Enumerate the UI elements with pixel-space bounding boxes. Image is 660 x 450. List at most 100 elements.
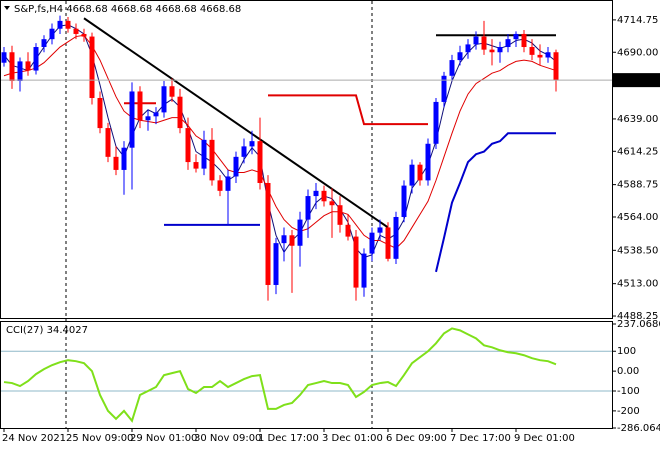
candle-body [89,36,95,99]
x-tick-label: 9 Dec 01:00 [514,433,575,444]
candle-body [177,96,183,129]
y-tick-label: -286.0641 [617,423,660,434]
candle-body [49,28,55,40]
y-tick-label: 4513.00 [617,279,658,290]
candle-body [345,224,351,237]
main-panel [0,0,613,319]
candle-body [385,227,391,259]
candle-body [425,143,431,181]
y-tick-label: 4564.00 [617,212,658,223]
candle-body [233,156,239,177]
candle-body [273,243,279,285]
indicator-line [3,24,557,259]
candle-body [9,52,15,82]
y-tick-label: -200 [617,406,640,417]
candle-body [201,139,207,169]
candle-body [409,164,415,186]
candle-body [329,201,335,206]
x-tick-label: 7 Dec 17:00 [450,433,511,444]
menu-arrow [4,6,10,10]
candle-body [281,235,287,244]
x-tick-label: 30 Nov 09:00 [194,433,261,444]
y-tick-label: 4488.25 [617,311,658,322]
candle-body [553,52,559,81]
y-tick-label: 100 [617,346,636,357]
candle-body [145,116,151,121]
x-tick-label: 6 Dec 09:00 [386,433,447,444]
candle-body [217,180,223,191]
candle-body [1,52,7,63]
indicator-line [164,132,556,273]
candle-body [121,147,127,170]
candle-body [297,219,303,246]
candle-body [289,235,295,246]
y-tick-label: 4588.75 [617,180,658,191]
candle-body [153,112,159,117]
candle-body [353,236,359,288]
cci-line [3,327,557,423]
cci-panel [0,321,613,429]
candle-body [377,227,383,233]
cci-title: CCI(27) 34.4027 [6,325,88,336]
candle-body [369,232,375,254]
candle-body [249,141,255,147]
candle-body [417,164,423,181]
candle-body [57,20,63,29]
candle-body [441,75,447,102]
candle-body [225,176,231,191]
y-tick-label: 4639.00 [617,114,658,125]
candle-body [25,61,31,71]
candle-body [81,33,87,37]
last-price-label: 4668.68 [616,75,657,86]
y-tick-label: 4614.25 [617,146,658,157]
candle-body [305,196,311,220]
y-tick-label: 0.00 [617,366,639,377]
candle-body [169,86,175,97]
chart-title: S&P,fs,H4 4668.68 4668.68 4668.68 4668.6… [14,4,241,15]
candle-body [361,253,367,288]
candle-body [505,39,511,48]
x-tick-label: 24 Nov 2021 [2,433,66,444]
x-tick-label: 3 Dec 01:00 [322,433,383,444]
candle-body [17,61,23,82]
candle-body [449,60,455,76]
y-tick-label: 4538.50 [617,245,658,256]
x-tick-label: 25 Nov 09:00 [66,433,133,444]
x-tick-label: 1 Dec 17:00 [258,433,319,444]
candle-body [105,128,111,157]
candle-body [161,86,167,113]
y-tick-label: 4714.75 [617,15,658,26]
candle-body [113,156,119,170]
candle-body [513,33,519,40]
candle-body [41,39,47,48]
candle-body [545,52,551,58]
indicator-line [3,34,557,249]
candle-body [313,190,319,197]
candle-body [401,185,407,217]
candle-body [537,54,543,58]
candle-body [257,141,263,183]
candle-body [521,33,527,48]
y-tick-label: -100 [617,386,640,397]
candle-body [337,205,343,225]
candle-body [393,216,399,259]
candle-body [193,162,199,169]
candle-body [65,20,71,29]
candle-body [129,91,135,148]
candle-body [489,49,495,53]
candle-body [73,28,79,34]
candle-body [97,98,103,129]
candle-body [473,36,479,45]
last-price-box [612,73,660,88]
candle-body [321,190,327,202]
candle-body [241,146,247,157]
candle-body [265,182,271,285]
candle-body [33,47,39,71]
candle-body [465,44,471,53]
y-tick-label: 237.0686 [617,319,660,330]
candle-body [209,139,215,181]
candle-body [457,52,463,61]
candle-body [529,47,535,55]
candle-body [481,36,487,50]
